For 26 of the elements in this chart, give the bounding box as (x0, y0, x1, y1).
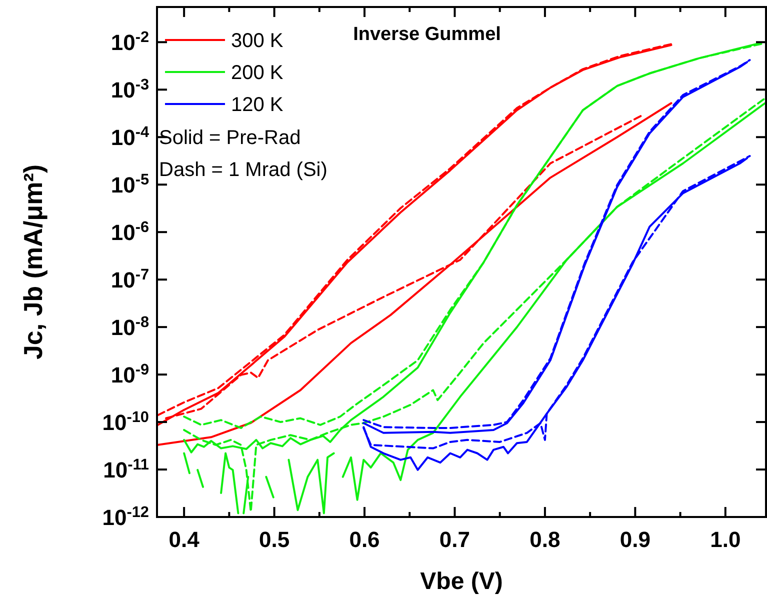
y-tick-label: 10$^{-8}$ (110, 314, 150, 340)
x-axis-title: Vbe (V) (420, 568, 503, 595)
annotation: Solid = Pre-Rad (159, 127, 301, 149)
y-tick-label: 10$^{-5}$ (110, 171, 150, 198)
y-tick-label: 10$^{-7}$ (110, 266, 149, 293)
x-tick-label: 0.7 (439, 527, 470, 552)
x-tick-label: 0.8 (530, 527, 560, 552)
y-tick-label: 10$^{-3}$ (110, 76, 149, 103)
y-tick-label: 10$^{-4}$ (110, 124, 150, 150)
text: Inverse Gummel (353, 24, 501, 45)
y-tick-label: 10$^{-2}$ (110, 28, 149, 56)
x-tick-label: 0.4 (168, 527, 200, 552)
y-axis-title: Jc, Jb (mA/μm²) (18, 164, 48, 360)
legend-label: 120 K (231, 94, 284, 116)
annotation: Dash = 1 Mrad (Si) (159, 159, 328, 181)
x-tick-label: 0.9 (620, 527, 650, 552)
y-tick-label: 10$^{-11}$ (103, 456, 150, 483)
y-tick-label: 10$^{-9}$ (110, 361, 149, 388)
x-tick-label: 0.6 (349, 527, 380, 552)
y-tick-label: 10$^{-12}$ (102, 504, 149, 530)
legend-label: 200 K (231, 62, 284, 84)
legend-label: 300 K (231, 30, 284, 52)
x-tick-label: 0.5 (258, 527, 290, 552)
y-tick-label: 10$^{-10}$ (102, 408, 149, 436)
y-tick-label: 10$^{-6}$ (110, 218, 149, 246)
x-tick-label: 1.0 (710, 527, 741, 552)
